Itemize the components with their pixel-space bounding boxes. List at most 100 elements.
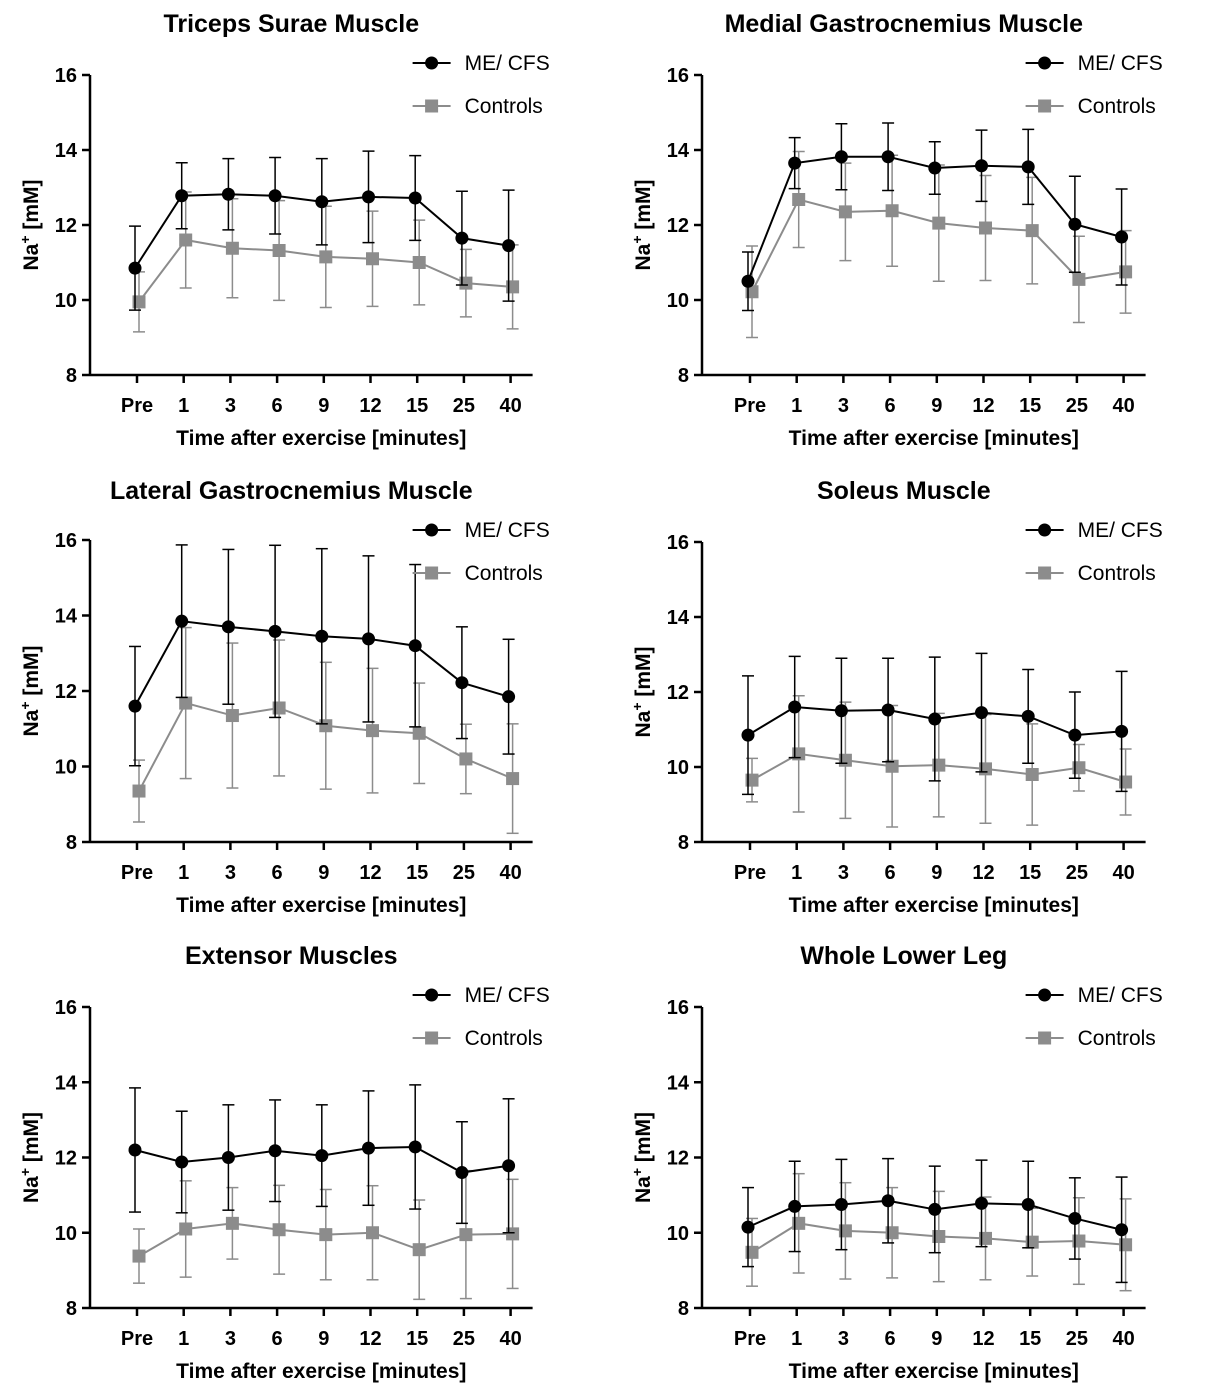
y-tick-label: 14 — [55, 140, 78, 162]
data-point — [175, 189, 189, 203]
data-point — [741, 1220, 755, 1234]
y-tick-label: 10 — [667, 757, 689, 779]
legend-entry: Controls — [1025, 95, 1156, 118]
legend-label: Controls — [1078, 1027, 1156, 1050]
data-point — [741, 274, 755, 288]
chart-panel: Lateral Gastrocnemius Muscle810121416Pre… — [17, 477, 550, 917]
x-tick-label: Pre — [734, 1328, 766, 1350]
data-point — [272, 244, 286, 257]
data-point — [408, 191, 422, 205]
data-point — [221, 1151, 235, 1164]
data-point — [1021, 1198, 1035, 1212]
x-tick-label: 25 — [453, 1328, 475, 1350]
legend-label: Controls — [465, 1027, 543, 1050]
x-axis-label: Time after exercise [minutes] — [789, 1360, 1079, 1383]
y-tick-label: 16 — [667, 997, 689, 1019]
data-point — [502, 239, 516, 253]
data-point — [225, 1216, 239, 1230]
x-axis-label: Time after exercise [minutes] — [176, 427, 466, 450]
x-tick-label: 40 — [499, 1328, 521, 1350]
x-tick-label: 3 — [838, 395, 849, 417]
x-tick-label: 40 — [499, 395, 521, 417]
series-controls — [745, 695, 1133, 828]
legend-label: ME/ CFS — [1078, 52, 1163, 75]
data-point — [179, 1222, 193, 1236]
y-axis-label: Na+ [mM] — [17, 1112, 43, 1203]
data-point — [268, 189, 282, 203]
legend-entry: ME/ CFS — [412, 52, 550, 75]
x-tick-label: 25 — [453, 395, 475, 417]
data-point — [881, 1194, 895, 1208]
data-point — [506, 772, 520, 786]
data-point — [1025, 224, 1039, 238]
data-point — [366, 724, 379, 738]
data-point — [502, 1159, 516, 1173]
x-tick-label: 3 — [225, 862, 236, 884]
legend-marker — [1038, 523, 1052, 537]
y-tick-label: 8 — [678, 832, 689, 854]
data-point — [788, 700, 802, 714]
y-tick-label: 16 — [667, 65, 689, 87]
data-point — [788, 156, 802, 170]
x-tick-label: 3 — [838, 862, 849, 884]
data-point — [179, 696, 193, 710]
data-point — [221, 187, 235, 201]
x-tick-label: 40 — [1112, 395, 1134, 417]
y-tick-label: 14 — [667, 140, 690, 162]
x-tick-label: 3 — [225, 1328, 236, 1350]
legend-marker — [425, 56, 439, 70]
x-tick-label: 15 — [406, 395, 428, 417]
data-point — [1068, 1211, 1082, 1225]
legend-marker — [1038, 99, 1052, 113]
data-point — [788, 1199, 802, 1213]
x-tick-label: 6 — [885, 395, 896, 417]
data-point — [1115, 724, 1129, 738]
legend-entry: Controls — [412, 95, 543, 118]
x-tick-label: 25 — [1066, 395, 1088, 417]
x-tick-label: 6 — [272, 395, 283, 417]
chart-title: Whole Lower Leg — [800, 942, 1007, 970]
x-tick-label: 1 — [791, 395, 802, 417]
data-point — [128, 699, 142, 713]
data-point — [741, 728, 755, 742]
x-tick-label: 25 — [1066, 1328, 1088, 1350]
data-point — [881, 703, 895, 717]
data-point — [975, 159, 988, 173]
data-point — [834, 150, 848, 164]
x-tick-label: 1 — [791, 1328, 802, 1350]
x-tick-label: 15 — [406, 1328, 428, 1350]
x-tick-label: 12 — [972, 1328, 994, 1350]
data-point — [979, 221, 992, 235]
legend-marker — [1038, 566, 1052, 580]
x-tick-label: 1 — [791, 862, 802, 884]
x-tick-label: Pre — [121, 1328, 153, 1350]
series-controls — [132, 626, 520, 835]
series-controls — [132, 1169, 520, 1301]
data-point — [838, 205, 852, 219]
legend-entry: Controls — [1025, 562, 1156, 585]
x-tick-label: 15 — [1019, 862, 1041, 884]
x-tick-label: Pre — [734, 862, 766, 884]
data-point — [792, 193, 806, 206]
data-point — [412, 726, 426, 740]
data-point — [1021, 160, 1035, 174]
data-point — [408, 1140, 422, 1154]
y-tick-label: 12 — [55, 1148, 77, 1170]
y-tick-label: 8 — [678, 365, 689, 387]
legend-marker — [425, 1031, 439, 1045]
chart-title: Medial Gastrocnemius Muscle — [725, 10, 1084, 38]
legend-label: Controls — [465, 562, 543, 585]
data-point — [834, 1198, 848, 1212]
chart-title: Lateral Gastrocnemius Muscle — [110, 477, 473, 505]
y-tick-label: 12 — [667, 1148, 689, 1170]
x-tick-label: 3 — [838, 1328, 849, 1350]
chart-panel: Triceps Surae Muscle 8 10 12 14 16 Pre 1 3 6 9 12 15… — [17, 10, 550, 450]
x-tick-label: Pre — [121, 862, 153, 884]
x-tick-label: 9 — [318, 395, 329, 417]
x-tick-label: 9 — [318, 862, 329, 884]
data-point — [315, 629, 329, 643]
data-point — [221, 620, 235, 634]
legend-label: ME/ CFS — [465, 984, 550, 1007]
data-point — [502, 690, 516, 704]
data-point — [315, 195, 329, 209]
